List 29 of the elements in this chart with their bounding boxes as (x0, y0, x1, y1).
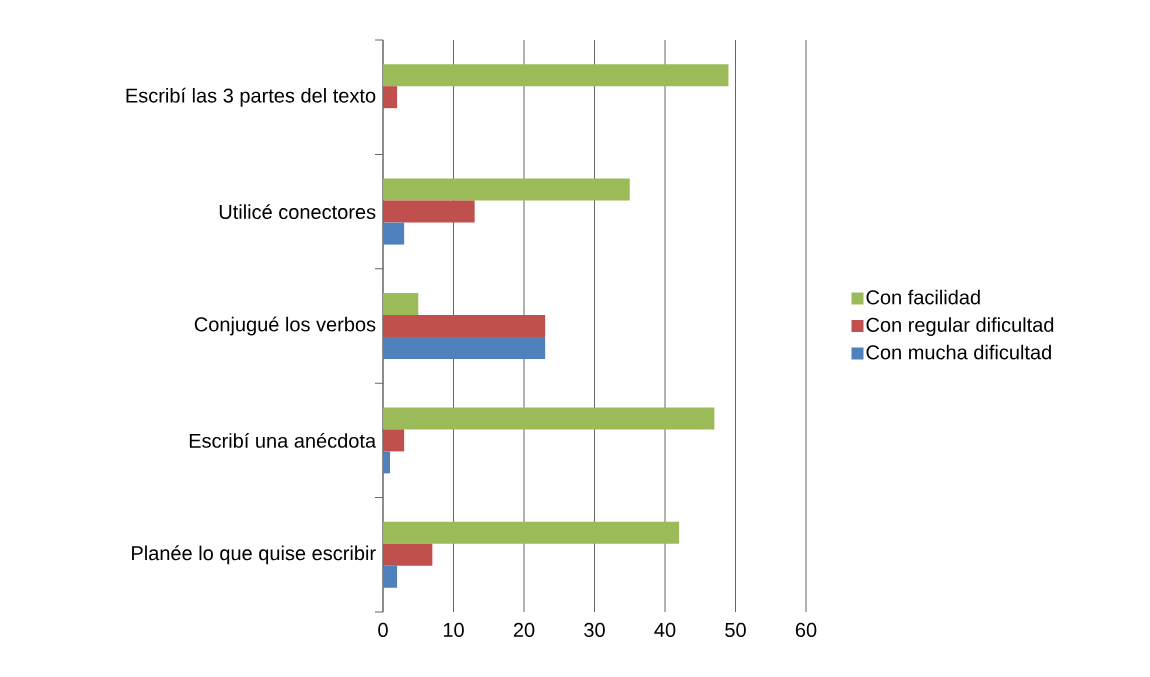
bar (383, 222, 405, 245)
bar (383, 543, 433, 566)
x-tick-label: 10 (443, 622, 464, 638)
x-tick-label: 0 (378, 622, 388, 638)
x-tick-label: 50 (725, 622, 746, 638)
bar (383, 178, 630, 201)
bar (383, 521, 680, 544)
bar (383, 200, 475, 223)
y-tick-label: Utilicé conectores (219, 204, 376, 220)
bar (383, 337, 546, 359)
y-tick-label: Conjugué los verbos (194, 316, 376, 336)
bar (383, 64, 729, 87)
x-tick-label: 30 (584, 622, 605, 638)
bar (383, 292, 419, 315)
bar (383, 451, 391, 474)
bar (383, 86, 398, 109)
bar (383, 315, 546, 337)
y-tick-label: Planée lo que quise escribir (132, 545, 376, 565)
y-tick-label: Escribí una anécdota (189, 432, 377, 448)
legend-label: Con regular dificultad (866, 317, 1054, 336)
bar (383, 407, 715, 430)
legend-label: Con mucha dificultad (866, 344, 1051, 360)
legend-label: Con facilidad (866, 289, 980, 305)
bar (383, 429, 405, 452)
x-tick-label: 40 (654, 622, 676, 638)
bar (383, 565, 398, 588)
x-tick-label: 60 (795, 622, 817, 638)
x-tick-label: 20 (513, 622, 535, 638)
y-tick-label: Escribí las 3 partes del texto (126, 87, 376, 107)
